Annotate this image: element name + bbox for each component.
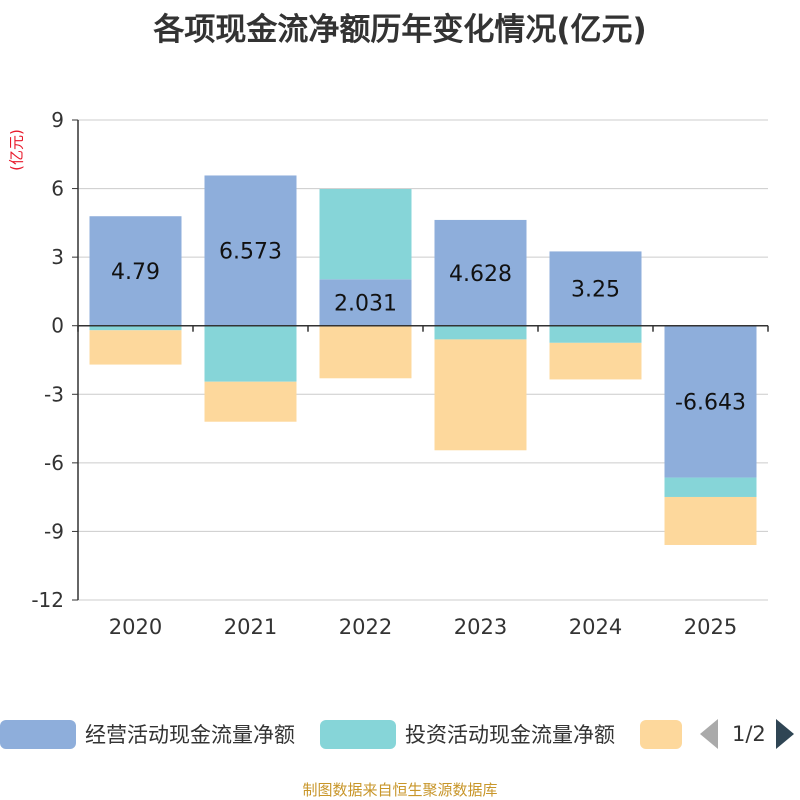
bar-operating-2022 (319, 279, 412, 326)
y-tick-label: -3 (44, 382, 64, 406)
bar-operating-2024 (549, 251, 642, 326)
legend-page-indicator: 1/2 (732, 722, 766, 746)
legend-label-investing: 投资活动现金流量净额 (405, 723, 615, 747)
bar-financing-2023 (434, 339, 527, 451)
data-label: 3.25 (571, 278, 620, 303)
legend-prev-page-icon[interactable] (700, 719, 718, 749)
y-tick-label: -9 (44, 519, 64, 543)
legend-next-page-icon[interactable] (775, 719, 794, 749)
data-source-footer: 制图数据来自恒生聚源数据库 (302, 781, 498, 799)
bar-investing-2021 (204, 325, 297, 382)
data-label: 2.031 (334, 292, 397, 317)
legend-pager: 1/2 (700, 714, 794, 754)
bar-investing-2020 (89, 325, 182, 331)
bar-chart: 9 6 3 0 -3 -6 -9 -12 4.79 2020 6.573 2021 2.031 2022 4… (31, 108, 769, 639)
x-tick-label: 2022 (339, 615, 392, 639)
bar-investing-2024 (549, 325, 642, 343)
legend-item-operating[interactable]: 经营活动现金流量净额 (0, 714, 295, 754)
legend-swatch-investing (320, 719, 396, 749)
y-tick-label: 6 (51, 177, 64, 201)
y-tick-label: 9 (51, 108, 64, 132)
bar-operating-2020 (89, 216, 182, 326)
legend-item-financing[interactable] (640, 714, 682, 754)
x-tick-label: 2021 (224, 615, 277, 639)
x-tick-label: 2025 (684, 615, 737, 639)
x-tick-label: 2023 (454, 615, 507, 639)
x-tick-label: 2020 (109, 615, 162, 639)
chart-title: 各项现金流净额历年变化情况(亿元) (153, 12, 647, 48)
bar-financing-2024 (549, 342, 642, 380)
bar-financing-2020 (89, 330, 182, 365)
y-tick-label: -12 (31, 588, 64, 612)
data-label: 6.573 (219, 240, 282, 265)
bar-operating-2023 (434, 219, 527, 326)
y-tick-label: -6 (44, 451, 64, 475)
bar-investing-2022 (319, 189, 412, 280)
bar-investing-2025 (664, 477, 757, 497)
bar-operating-2025 (664, 325, 757, 478)
bar-financing-2021 (204, 381, 297, 422)
legend-item-investing[interactable]: 投资活动现金流量净额 (320, 714, 615, 754)
bar-financing-2025 (664, 496, 757, 545)
data-label: 4.79 (111, 260, 160, 285)
bar-operating-2021 (204, 175, 297, 326)
bar-investing-2023 (434, 325, 527, 340)
y-tick-label: 3 (51, 245, 64, 269)
y-tick-label: 0 (51, 314, 64, 338)
data-label: -6.643 (675, 391, 746, 416)
data-label: 4.628 (449, 262, 512, 287)
bar-financing-2022 (319, 325, 412, 379)
legend: 经营活动现金流量净额 投资活动现金流量净额 1/2 (0, 714, 800, 754)
legend-swatch-financing (640, 719, 682, 749)
legend-swatch-operating (0, 719, 76, 749)
x-tick-label: 2024 (569, 615, 622, 639)
legend-label-operating: 经营活动现金流量净额 (85, 723, 295, 747)
